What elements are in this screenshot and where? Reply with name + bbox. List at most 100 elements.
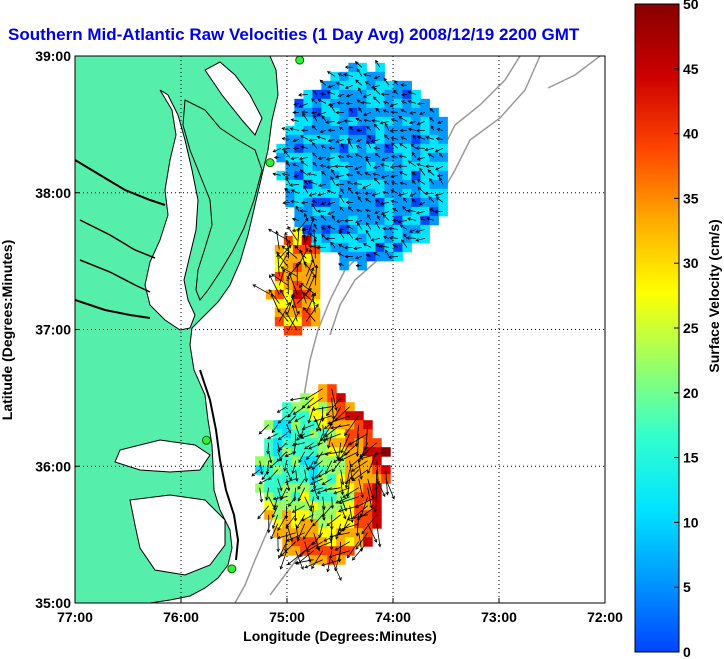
velocity-arrow-head <box>439 177 443 182</box>
velocity-arrow <box>355 532 369 550</box>
velocity-arrow <box>326 165 335 168</box>
velocity-arrow-head <box>265 497 269 501</box>
velocity-cell <box>309 555 319 565</box>
velocity-arrow-head <box>273 504 278 509</box>
velocity-arrow <box>330 242 336 248</box>
velocity-arrow-head <box>375 59 379 64</box>
velocity-arrow <box>334 541 350 551</box>
velocity-arrow <box>303 185 309 194</box>
velocity-arrow <box>360 451 386 460</box>
velocity-arrow-head <box>323 538 328 542</box>
velocity-cell <box>291 528 301 538</box>
velocity-arrow-head <box>276 548 280 553</box>
velocity-arrow <box>301 514 314 522</box>
velocity-arrow <box>289 183 299 186</box>
velocity-cell <box>312 98 322 109</box>
velocity-arrow-head <box>308 244 312 249</box>
velocity-arrow <box>295 424 301 438</box>
velocity-cell <box>301 280 312 291</box>
velocity-arrow <box>365 158 372 167</box>
colorbar-tick-label: 0 <box>683 644 691 659</box>
velocity-arrow <box>329 550 350 558</box>
velocity-arrow-head <box>277 308 281 313</box>
velocity-cell <box>363 510 373 520</box>
velocity-cell <box>345 519 355 529</box>
velocity-arrow-head <box>373 508 378 513</box>
velocity-arrow <box>400 136 408 140</box>
velocity-cell <box>345 420 355 430</box>
velocity-arrow-head <box>290 156 295 161</box>
velocity-arrow <box>362 183 372 189</box>
velocity-arrow-head <box>308 287 312 292</box>
velocity-arrow-head <box>299 169 304 173</box>
velocity-cell <box>339 179 349 190</box>
velocity-arrow-head <box>355 546 359 550</box>
velocity-cell <box>357 251 367 262</box>
velocity-cell <box>294 125 304 136</box>
velocity-cell <box>348 170 358 181</box>
velocity-arrow <box>278 252 289 268</box>
velocity-arrow <box>347 231 354 239</box>
velocity-cell <box>384 215 394 226</box>
velocity-cell <box>348 215 358 226</box>
velocity-cell <box>300 501 310 511</box>
velocity-arrow <box>291 156 299 160</box>
velocity-cell <box>357 98 367 109</box>
velocity-arrow <box>259 487 262 502</box>
velocity-arrow-head <box>290 199 294 204</box>
velocity-cell <box>294 134 304 145</box>
velocity-arrow <box>408 100 417 104</box>
velocity-arrow-head <box>351 477 356 482</box>
velocity-cell <box>318 384 328 394</box>
colorbar-tick-label: 50 <box>683 0 699 12</box>
velocity-cell <box>283 253 294 264</box>
velocity-arrow-head <box>351 468 355 472</box>
velocity-arrow <box>273 147 282 153</box>
velocity-arrow-head <box>319 129 324 134</box>
velocity-arrow-head <box>301 235 306 239</box>
velocity-arrow <box>341 143 345 149</box>
velocity-arrow <box>374 487 378 512</box>
velocity-cell <box>438 143 448 154</box>
velocity-arrow <box>325 451 341 455</box>
velocity-arrow <box>406 237 416 239</box>
velocity-cell <box>339 224 349 235</box>
velocity-arrow-head <box>389 103 394 108</box>
velocity-arrow-head <box>320 92 324 96</box>
y-tick-label: 38:00 <box>35 185 71 201</box>
velocity-cell <box>402 242 412 253</box>
velocity-arrow <box>286 469 292 481</box>
velocity-arrow <box>282 173 290 176</box>
velocity-arrow <box>314 415 332 422</box>
velocity-cell <box>354 438 364 448</box>
velocity-arrow-head <box>409 111 414 115</box>
velocity-arrow-head <box>371 193 376 197</box>
velocity-arrow <box>302 424 314 430</box>
velocity-arrow-head <box>399 143 403 147</box>
velocity-arrow-head <box>335 182 340 187</box>
velocity-arrow <box>338 93 345 97</box>
velocity-arrow <box>287 311 300 331</box>
velocity-cell <box>282 402 292 412</box>
velocity-cell <box>339 206 349 217</box>
velocity-arrow-head <box>415 238 420 242</box>
velocity-arrow-head <box>311 407 316 412</box>
velocity-arrow <box>312 532 324 545</box>
velocity-arrow-head <box>317 98 322 102</box>
velocity-cell <box>384 161 394 172</box>
velocity-arrow <box>273 496 287 500</box>
velocity-arrow <box>268 496 276 511</box>
velocity-arrow-head <box>367 470 371 475</box>
velocity-arrow <box>417 156 426 160</box>
velocity-arrow <box>352 505 368 519</box>
velocity-cell <box>429 143 439 154</box>
velocity-arrow <box>285 514 297 529</box>
velocity-cell <box>393 134 403 145</box>
velocity-cell <box>303 170 313 181</box>
velocity-arrow <box>348 187 354 194</box>
velocity-arrow-head <box>374 487 378 491</box>
velocity-arrow-head <box>311 199 315 204</box>
velocity-arrow-head <box>317 192 322 197</box>
velocity-cell <box>420 107 430 118</box>
velocity-arrow-head <box>356 128 360 133</box>
